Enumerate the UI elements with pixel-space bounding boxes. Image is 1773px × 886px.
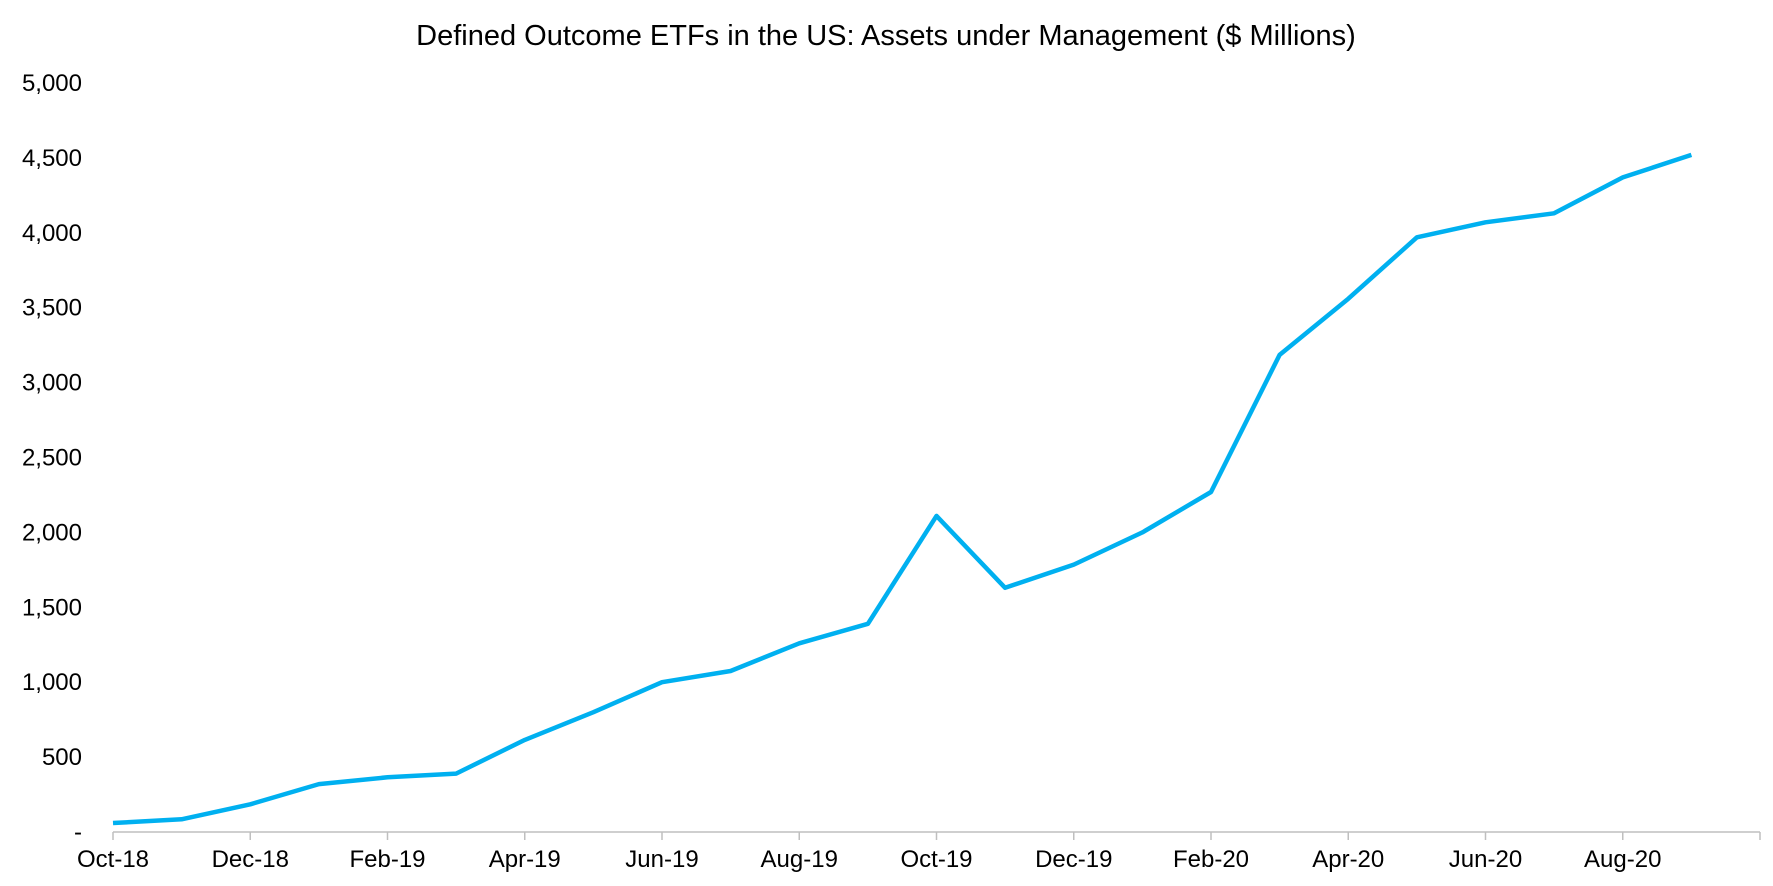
x-tick-label: Oct-18: [77, 846, 149, 873]
x-tick-label: Dec-18: [212, 846, 289, 873]
y-axis: - 500 1,000 1,500 2,000 2,500 3,000 3,500 4,000 4…: [22, 70, 82, 846]
series-line: [112, 152, 1693, 826]
chart-title: Defined Outcome ETFs in the US: Assets u…: [416, 20, 1356, 52]
x-tick-label: Feb-20: [1173, 846, 1249, 873]
x-tick-label: Dec-19: [1035, 846, 1112, 873]
y-tick-label: 2,500: [22, 445, 82, 472]
x-tick-label: Oct-19: [900, 846, 972, 873]
y-tick-label: 4,000: [22, 220, 82, 247]
x-axis: Oct-18 Dec-18 Feb-19 Apr-19 Jun-19 Aug-19 Oct-…: [77, 832, 1761, 873]
y-tick-label: 5,000: [22, 70, 82, 97]
y-tick-label: 1,500: [22, 594, 82, 621]
y-tick-label: 4,500: [22, 145, 82, 172]
x-tick-label: Aug-19: [761, 846, 838, 873]
x-tick-label: Jun-19: [625, 846, 698, 873]
series-layer: [112, 152, 1693, 826]
y-tick-label: 500: [42, 744, 82, 771]
y-tick-label: 2,000: [22, 519, 82, 546]
y-tick-label: 3,000: [22, 370, 82, 397]
x-tick-label: Jun-20: [1449, 846, 1522, 873]
x-tick-label: Aug-20: [1584, 846, 1661, 873]
y-tick-label: -: [74, 819, 82, 846]
x-tick-label: Apr-20: [1312, 846, 1384, 873]
x-tick-label: Apr-19: [489, 846, 561, 873]
y-tick-label: 1,000: [22, 669, 82, 696]
x-tick-label: Feb-19: [349, 846, 425, 873]
y-tick-label: 3,500: [22, 295, 82, 322]
